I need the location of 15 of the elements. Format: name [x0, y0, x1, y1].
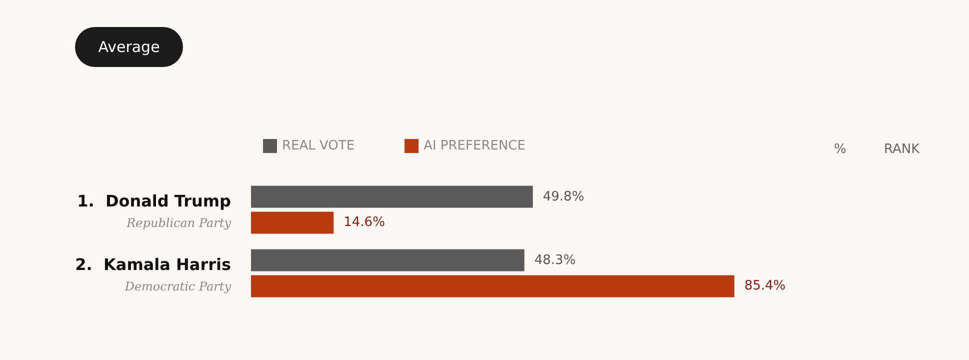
bar [251, 186, 533, 208]
bar [251, 275, 734, 298]
legend-label: AI PREFERENCE [424, 138, 526, 154]
text: % [834, 142, 846, 157]
bar [251, 249, 524, 272]
bar [251, 212, 334, 234]
data-label: 49.8% [542, 189, 584, 204]
text: RANK [884, 142, 920, 157]
text: Average [98, 38, 160, 56]
data-label: 48.3% [534, 252, 576, 268]
y-tick-label: 2. Kamala Harris Democratic Party [75, 254, 232, 294]
data-label: 14.6% [344, 215, 385, 230]
legend-label: REAL VOTE [282, 138, 355, 154]
y-tick-label: 1. Donald Trump Republican Party [77, 191, 232, 230]
data-label: 85.4% [744, 278, 786, 294]
